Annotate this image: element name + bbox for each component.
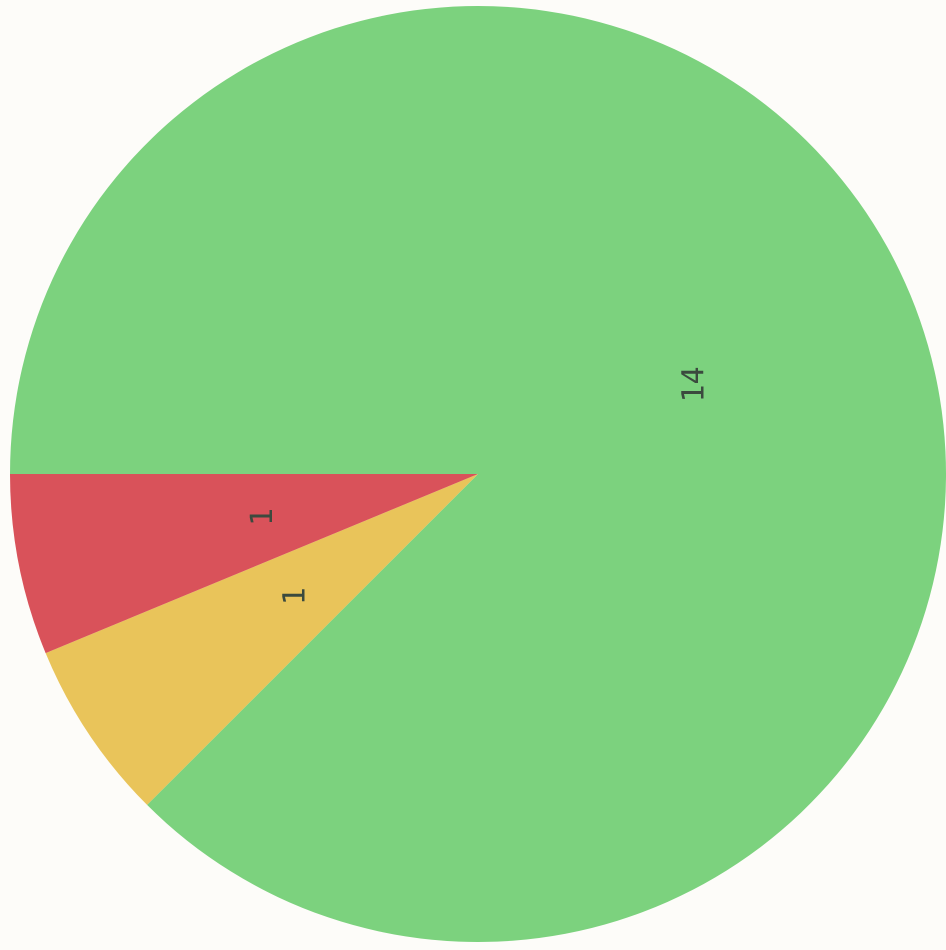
- pie-slice-label-1: 1: [278, 587, 313, 605]
- pie-slice-label-0: 14: [677, 366, 712, 402]
- pie-slices: [10, 6, 946, 942]
- pie-slice-2: [10, 474, 478, 654]
- pie-slice-1: [45, 474, 478, 805]
- pie-labels: 14 1 1: [245, 366, 712, 605]
- pie-slice-0: [10, 6, 946, 942]
- pie-slice-label-2: 1: [245, 508, 280, 526]
